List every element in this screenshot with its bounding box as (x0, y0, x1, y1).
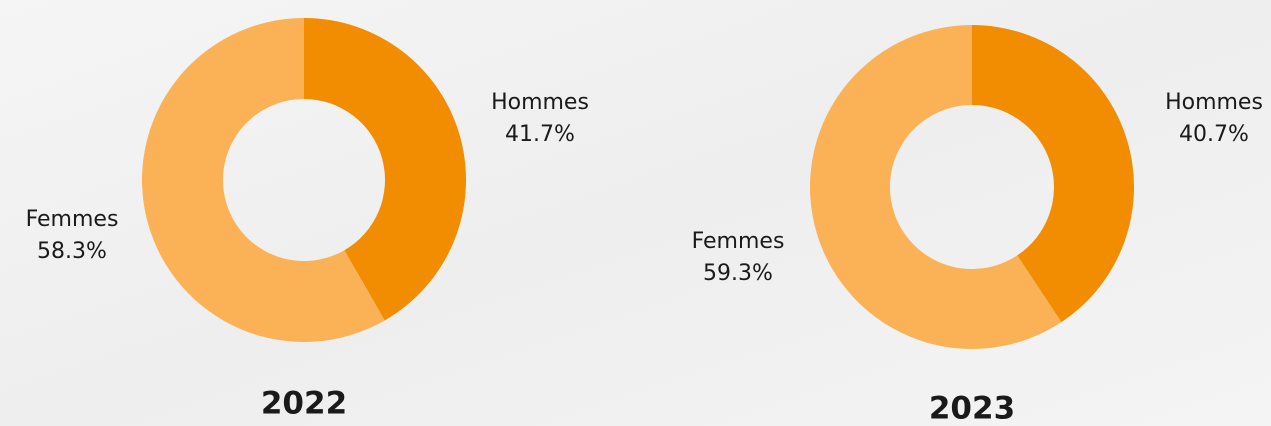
slice-label: Femmes (26, 207, 119, 232)
slice-label: Hommes (491, 90, 589, 115)
slice-value-label: 59.3% (703, 261, 773, 286)
slice-label: Hommes (1165, 90, 1263, 115)
donut-slice (809, 25, 1062, 349)
slice-value-label: 41.7% (505, 122, 575, 147)
slice-value-label: 58.3% (37, 239, 107, 264)
donut-slice (972, 25, 1134, 323)
slice-value-label: 40.7% (1179, 122, 1249, 147)
slice-label: Femmes (692, 229, 785, 254)
chart-title: 2022 (261, 386, 347, 422)
donut-slice (304, 18, 467, 321)
chart-title: 2023 (929, 391, 1015, 426)
donut-slice (142, 18, 385, 342)
